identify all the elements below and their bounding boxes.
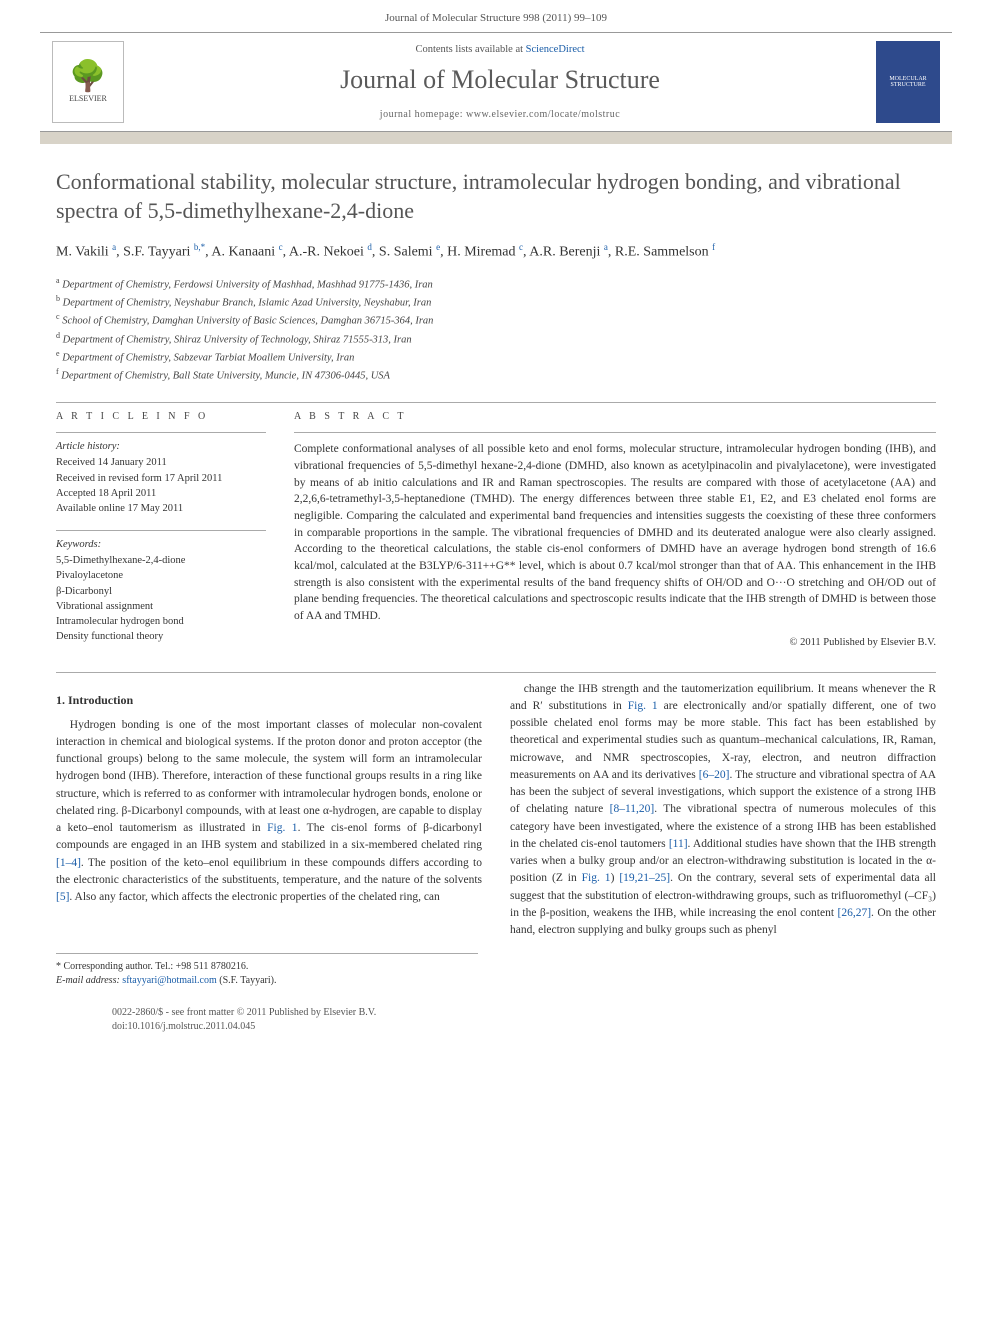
info-rule-2 (56, 530, 266, 531)
abstract-heading: A B S T R A C T (294, 411, 936, 422)
journal-cover-thumbnail: MOLECULAR STRUCTURE (876, 41, 940, 123)
abstract-rule (294, 432, 936, 433)
citation-text: Journal of Molecular Structure 998 (2011… (385, 12, 607, 24)
abstract-column: A B S T R A C T Complete conformational … (294, 411, 936, 647)
elsevier-label: ELSEVIER (69, 94, 107, 103)
abstract-text: Complete conformational analyses of all … (294, 441, 936, 624)
cover-text: MOLECULAR STRUCTURE (880, 76, 936, 88)
article-info-column: A R T I C L E I N F O Article history: R… (56, 411, 266, 647)
affiliations-block: a Department of Chemistry, Ferdowsi Univ… (56, 275, 936, 385)
info-rule-1 (56, 432, 266, 433)
article-info-heading: A R T I C L E I N F O (56, 411, 266, 422)
email-line: E-mail address: sftayyari@hotmail.com (S… (56, 974, 478, 988)
contents-line: Contents lists available at ScienceDirec… (136, 44, 864, 55)
article-content: Conformational stability, molecular stru… (0, 144, 992, 1074)
body-two-column: 1. Introduction Hydrogen bonding is one … (56, 681, 936, 940)
contents-prefix: Contents lists available at (415, 44, 525, 55)
corresp-email[interactable]: sftayyari@hotmail.com (122, 975, 216, 986)
email-label: E-mail address: (56, 975, 120, 986)
divider-bar (40, 132, 952, 144)
keywords-label: Keywords: (56, 539, 266, 550)
elsevier-logo: 🌳 ELSEVIER (52, 41, 124, 123)
info-abstract-row: A R T I C L E I N F O Article history: R… (56, 411, 936, 647)
running-head: Journal of Molecular Structure 998 (2011… (0, 0, 992, 32)
corresp-line: * Corresponding author. Tel.: +98 511 87… (56, 960, 478, 974)
journal-center: Contents lists available at ScienceDirec… (136, 44, 864, 120)
corresponding-author-footnote: * Corresponding author. Tel.: +98 511 87… (56, 953, 478, 988)
footer-line-1: 0022-2860/$ - see front matter © 2011 Pu… (112, 1006, 880, 1020)
journal-homepage: journal homepage: www.elsevier.com/locat… (136, 109, 864, 120)
keywords-lines: 5,5-Dimethylhexane-2,4-dionePivaloylacet… (56, 553, 266, 644)
article-title: Conformational stability, molecular stru… (56, 168, 936, 225)
rule-bottom (56, 672, 936, 673)
history-lines: Received 14 January 2011Received in revi… (56, 455, 266, 516)
sciencedirect-link[interactable]: ScienceDirect (526, 44, 585, 55)
section-1-heading: 1. Introduction (56, 691, 482, 709)
journal-name: Journal of Molecular Structure (136, 65, 864, 95)
footer-line-2: doi:10.1016/j.molstruc.2011.04.045 (112, 1020, 880, 1034)
body-para-2: change the IHB strength and the tautomer… (510, 681, 936, 940)
journal-header-box: 🌳 ELSEVIER Contents lists available at S… (40, 32, 952, 132)
elsevier-tree-icon: 🌳 (69, 62, 106, 92)
rule-top (56, 402, 936, 403)
abstract-copyright: © 2011 Published by Elsevier B.V. (294, 637, 936, 648)
body-para-1: Hydrogen bonding is one of the most impo… (56, 717, 482, 907)
authors-line: M. Vakili a, S.F. Tayyari b,*, A. Kanaan… (56, 241, 936, 263)
history-label: Article history: (56, 441, 266, 452)
email-suffix: (S.F. Tayyari). (219, 975, 276, 986)
footer-meta: 0022-2860/$ - see front matter © 2011 Pu… (112, 1006, 880, 1034)
